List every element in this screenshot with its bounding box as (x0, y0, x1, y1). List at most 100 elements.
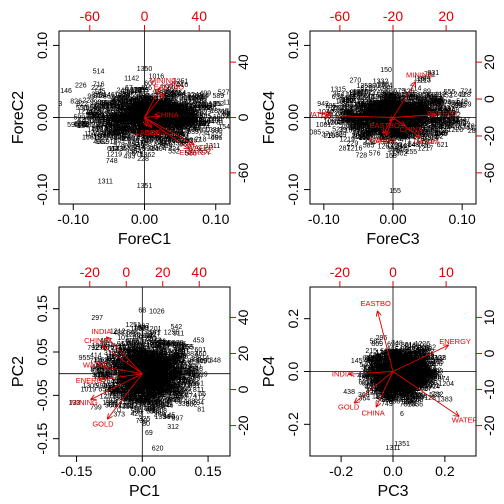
observation-label: 514 (93, 69, 105, 76)
observation-label: 61 (129, 111, 137, 118)
observation-label: 500 (432, 374, 444, 381)
observation-label: 586 (135, 118, 147, 125)
observation-label: 850 (177, 119, 189, 126)
y-tick-label: 0.15 (34, 295, 50, 322)
observation-label: 1074 (132, 397, 148, 404)
observation-label: 1225 (353, 89, 369, 96)
observation-label: 1131 (389, 120, 404, 127)
observation-label: 1327 (402, 386, 418, 393)
observation-label: 110 (394, 381, 405, 388)
observation-label: 1370 (132, 360, 148, 367)
observation-label: 1159 (150, 376, 165, 383)
observation-label: 864 (164, 384, 176, 391)
observation-label: 131 (412, 371, 424, 378)
observation-label: 1268 (177, 137, 193, 144)
observation-label: 1161 (393, 374, 408, 381)
observation-label: 418 (109, 129, 121, 136)
observation-label: 1169 (349, 123, 364, 130)
observation-label: 166 (109, 125, 121, 132)
observation-label: 900 (398, 374, 410, 381)
observation-label: 190 (131, 97, 143, 104)
observation-label: 925 (152, 108, 164, 115)
observation-label: 752 (112, 351, 124, 358)
observation-label: 217 (404, 348, 416, 355)
observation-label: 1045 (386, 393, 402, 400)
observation-label: 377 (370, 108, 382, 115)
observation-label: 801 (135, 398, 147, 405)
observation-label: 67 (150, 363, 158, 370)
observation-label: 1230 (146, 129, 162, 136)
observation-label: 56 (152, 364, 160, 371)
observation-label: 572 (96, 125, 108, 132)
observation-label: 499 (199, 90, 211, 97)
observation-label: 630 (369, 360, 381, 367)
observation-label: 931 (392, 115, 404, 122)
observation-label: 718 (134, 369, 146, 376)
observation-label: 48 (417, 369, 425, 376)
loading-arrowhead (158, 92, 165, 96)
observation-label: 138 (163, 340, 175, 347)
observation-label: 1323 (138, 110, 154, 117)
observation-label: 439 (397, 372, 409, 379)
observation-label: 86 (379, 365, 387, 372)
observation-label: 229 (147, 381, 159, 388)
observation-label: 1073 (151, 121, 167, 128)
observation-label: 626 (388, 117, 400, 124)
observation-label: 770 (388, 149, 400, 156)
observation-label: 560 (377, 130, 389, 137)
observation-label: 1071 (155, 103, 171, 110)
observation-label: 1336 (409, 358, 425, 365)
observation-label: 1022 (382, 388, 398, 395)
observation-label: 1259 (399, 384, 415, 391)
observation-label: 679 (421, 125, 433, 132)
observation-label: 853 (171, 118, 183, 125)
observation-label: 826 (135, 378, 147, 385)
right-tick-label: 0 (235, 385, 251, 393)
observation-label: 1384 (403, 115, 419, 122)
observation-label: 1027 (126, 107, 142, 114)
observation-label: 969 (87, 110, 99, 117)
observation-label: 525 (375, 373, 387, 380)
observation-label: 253 (398, 102, 410, 109)
observation-label: 638 (428, 369, 440, 376)
observation-label: 489 (376, 384, 388, 391)
observation-label: 1178 (376, 372, 391, 379)
observation-label: 805 (416, 105, 428, 112)
observation-label: 274 (399, 108, 411, 115)
observation-label: 1149 (367, 357, 382, 364)
observation-label: 961 (151, 368, 163, 375)
observation-label: 485 (399, 367, 411, 374)
observation-label: 617 (159, 111, 171, 118)
observation-label: 850 (153, 390, 165, 397)
observation-label: 18 (376, 100, 384, 107)
observation-label: 488 (145, 392, 157, 399)
observation-label: 1384 (387, 146, 403, 153)
observation-label: 976 (414, 351, 426, 358)
observation-label: 669 (419, 366, 431, 373)
observation-label: 495 (377, 124, 389, 131)
observation-label: 626 (405, 379, 417, 386)
y-tick-label: -0.05 (34, 379, 50, 411)
observation-label: 274 (144, 96, 156, 103)
observation-label: 1317 (170, 374, 186, 381)
observation-label: 355 (189, 375, 201, 382)
observation-label: 856 (404, 388, 416, 395)
observation-label: 1247 (173, 132, 189, 139)
observation-label: 620 (194, 98, 206, 105)
observation-label: 701 (378, 110, 390, 117)
observation-label: 1030 (399, 373, 415, 380)
observation-label: 1150 (152, 367, 167, 374)
observation-label: 811 (129, 111, 140, 118)
observation-label: 671 (98, 107, 110, 114)
observation-label: 913 (168, 397, 180, 404)
observation-label: 1212 (172, 109, 188, 116)
observation-label: 1186 (376, 355, 391, 362)
observation-label: 810 (152, 386, 164, 393)
observation-label: 1199 (424, 118, 439, 125)
observation-label: 1106 (175, 106, 190, 113)
observation-label: 41 (383, 112, 391, 119)
observation-label: 297 (91, 315, 103, 322)
observation-label: 514 (408, 371, 420, 378)
observation-label: 171 (150, 106, 162, 113)
observation-label: 520 (412, 383, 424, 390)
